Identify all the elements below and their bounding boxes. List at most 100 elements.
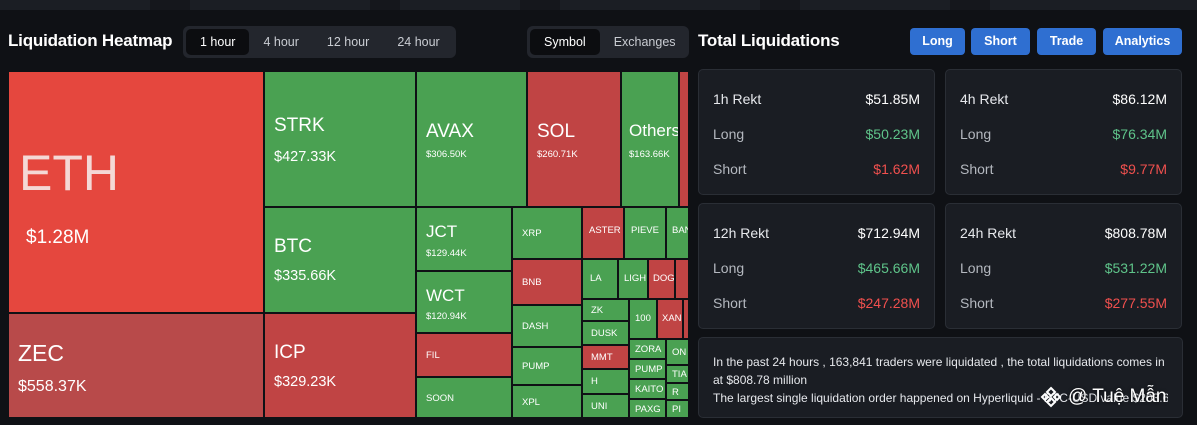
tile-value: $427.33K (274, 149, 337, 165)
time-option-4-hour[interactable]: 4 hour (263, 35, 299, 49)
tile-xan[interactable]: XAN (657, 299, 683, 339)
tile-symbol: ON (672, 347, 687, 358)
tile-eth[interactable]: ETH $1.28M (8, 71, 264, 313)
tile-small-red[interactable] (675, 259, 689, 299)
tile-dash[interactable]: DASH (512, 305, 582, 347)
tile-symbol: JCT (426, 222, 458, 241)
watermark-text: @ Tuệ Mẫn (1068, 386, 1167, 407)
tile-sol[interactable]: SOL $260.71K (527, 71, 621, 207)
card-label: 1h Rekt (713, 91, 762, 107)
tile-dusk[interactable]: DUSK (582, 321, 629, 345)
liquidation-summary: In the past 24 hours , 163,841 traders w… (698, 337, 1183, 418)
binance-logo-icon (1040, 386, 1062, 408)
rekt-card-12h: 12h Rekt $712.94M Long $465.66M Short $247.… (698, 203, 935, 329)
tile-xrp[interactable]: XRP (512, 207, 582, 259)
tile-symbol: PI (672, 404, 681, 415)
tile-symbol: Others (629, 121, 679, 140)
tile-strk[interactable]: STRK $427.33K (264, 71, 416, 207)
tile-fil[interactable]: FIL (416, 333, 512, 377)
tile-value: $129.44K (426, 248, 467, 259)
tile-symbol: BNB (522, 277, 542, 288)
total-liquidations-title: Total Liquidations (698, 31, 840, 50)
tile-symbol: AVAX (426, 121, 474, 142)
tile-soon[interactable]: SOON (416, 377, 512, 418)
view-option-exchanges[interactable]: Exchanges (613, 35, 676, 49)
tile-aster[interactable]: ASTER (582, 207, 624, 259)
tile-symbol: PUMP (522, 361, 550, 372)
tile-la[interactable]: LA (582, 259, 618, 299)
tile-pump[interactable]: PUMP (512, 347, 582, 385)
tile-ban[interactable]: BAN (666, 207, 689, 259)
card-short-value: $9.77M (1120, 161, 1167, 177)
summary-line-1: In the past 24 hours , 163,841 traders w… (713, 355, 1165, 369)
tile-paxg[interactable]: PAXG (629, 399, 666, 418)
tile-kaito[interactable]: KAITO (629, 379, 666, 399)
view-option-symbol[interactable]: Symbol (530, 29, 600, 55)
tile-hidden-edge[interactable] (679, 71, 689, 207)
card-long-value: $465.66M (857, 260, 920, 276)
tile-symbol: PAXG (635, 404, 661, 415)
tile-zora[interactable]: ZORA (629, 339, 666, 359)
tile-icp[interactable]: ICP $329.23K (264, 313, 416, 418)
time-option-1-hour[interactable]: 1 hour (186, 29, 250, 55)
tile-wct[interactable]: WCT $120.94K (416, 271, 512, 333)
tile-uni[interactable]: UNI (582, 394, 629, 418)
time-option-24-hour[interactable]: 24 hour (397, 35, 440, 49)
tile-value: $163.66K (629, 149, 670, 160)
tile-symbol: BTC (274, 236, 312, 257)
card-total: $712.94M (857, 225, 920, 241)
tile-value: $335.66K (274, 268, 337, 284)
tile-symbol: LIGH (624, 273, 647, 284)
tile-btc[interactable]: BTC $335.66K (264, 207, 416, 313)
tile-jct[interactable]: JCT $129.44K (416, 207, 512, 271)
tile-h[interactable]: H (582, 369, 629, 394)
tile-symbol: ZORA (635, 344, 662, 355)
tile-symbol: PUMP (635, 364, 663, 375)
card-total: $51.85M (865, 91, 920, 107)
card-label: 12h Rekt (713, 225, 770, 241)
tile-ligh[interactable]: LIGH (618, 259, 648, 299)
tile-bnb[interactable]: BNB (512, 259, 582, 305)
tile-dog[interactable]: DOG (648, 259, 675, 299)
time-option-12-hour[interactable]: 12 hour (326, 35, 370, 49)
tile-symbol: H (591, 376, 598, 387)
card-long-value: $531.22M (1104, 260, 1167, 276)
tile-on[interactable]: ON (666, 339, 689, 365)
tile-symbol: XPL (522, 397, 540, 408)
liquidation-treemap: ETH $1.28M ZEC $558.37K STRK $427.33K BT… (8, 71, 689, 418)
tile-others[interactable]: Others $163.66K (621, 71, 679, 207)
card-short-value: $247.28M (857, 295, 920, 311)
tile-symbol: BAN (672, 225, 688, 236)
tile-pieverse[interactable]: PIEVE (624, 207, 666, 259)
tile-symbol: FIL (426, 350, 440, 361)
tile-symbol: PIEVE (631, 225, 659, 236)
tile-pi[interactable]: PI (666, 400, 689, 418)
tile-value: $260.71K (537, 149, 578, 160)
analytics-button[interactable]: Analytics (1103, 28, 1182, 55)
tile-symbol: SOL (537, 121, 576, 142)
tile-symbol: DASH (522, 321, 549, 332)
tile-zec[interactable]: ZEC $558.37K (8, 313, 264, 418)
tile-xpl[interactable]: XPL (512, 385, 582, 418)
tile-avax[interactable]: AVAX $306.50K (416, 71, 527, 207)
tile-symbol: ICP (274, 342, 306, 363)
summary-line-2: at $808.78 million (713, 373, 808, 387)
long-button[interactable]: Long (910, 28, 965, 55)
short-button[interactable]: Short (971, 28, 1030, 55)
tile-zk[interactable]: ZK (582, 299, 629, 321)
card-short-value: $1.62M (873, 161, 920, 177)
tile-symbol: UNI (591, 401, 608, 412)
tile-value: $306.50K (426, 149, 467, 160)
tile-r[interactable]: R (666, 383, 689, 400)
tile-symbol: ZK (591, 305, 604, 316)
tile-symbol: LA (590, 273, 602, 284)
card-long-label: Long (960, 126, 992, 142)
tile-tia[interactable]: TIA (666, 365, 689, 383)
trade-button[interactable]: Trade (1037, 28, 1096, 55)
tile-pump-2[interactable]: PUMP (629, 359, 666, 379)
tile-100[interactable]: 100 (629, 299, 657, 339)
tile-symbol: ETH (19, 145, 119, 201)
tile-small-red-2[interactable] (683, 299, 689, 339)
tile-mmt[interactable]: MMT (582, 345, 629, 369)
tile-symbol: 100 (635, 313, 651, 324)
